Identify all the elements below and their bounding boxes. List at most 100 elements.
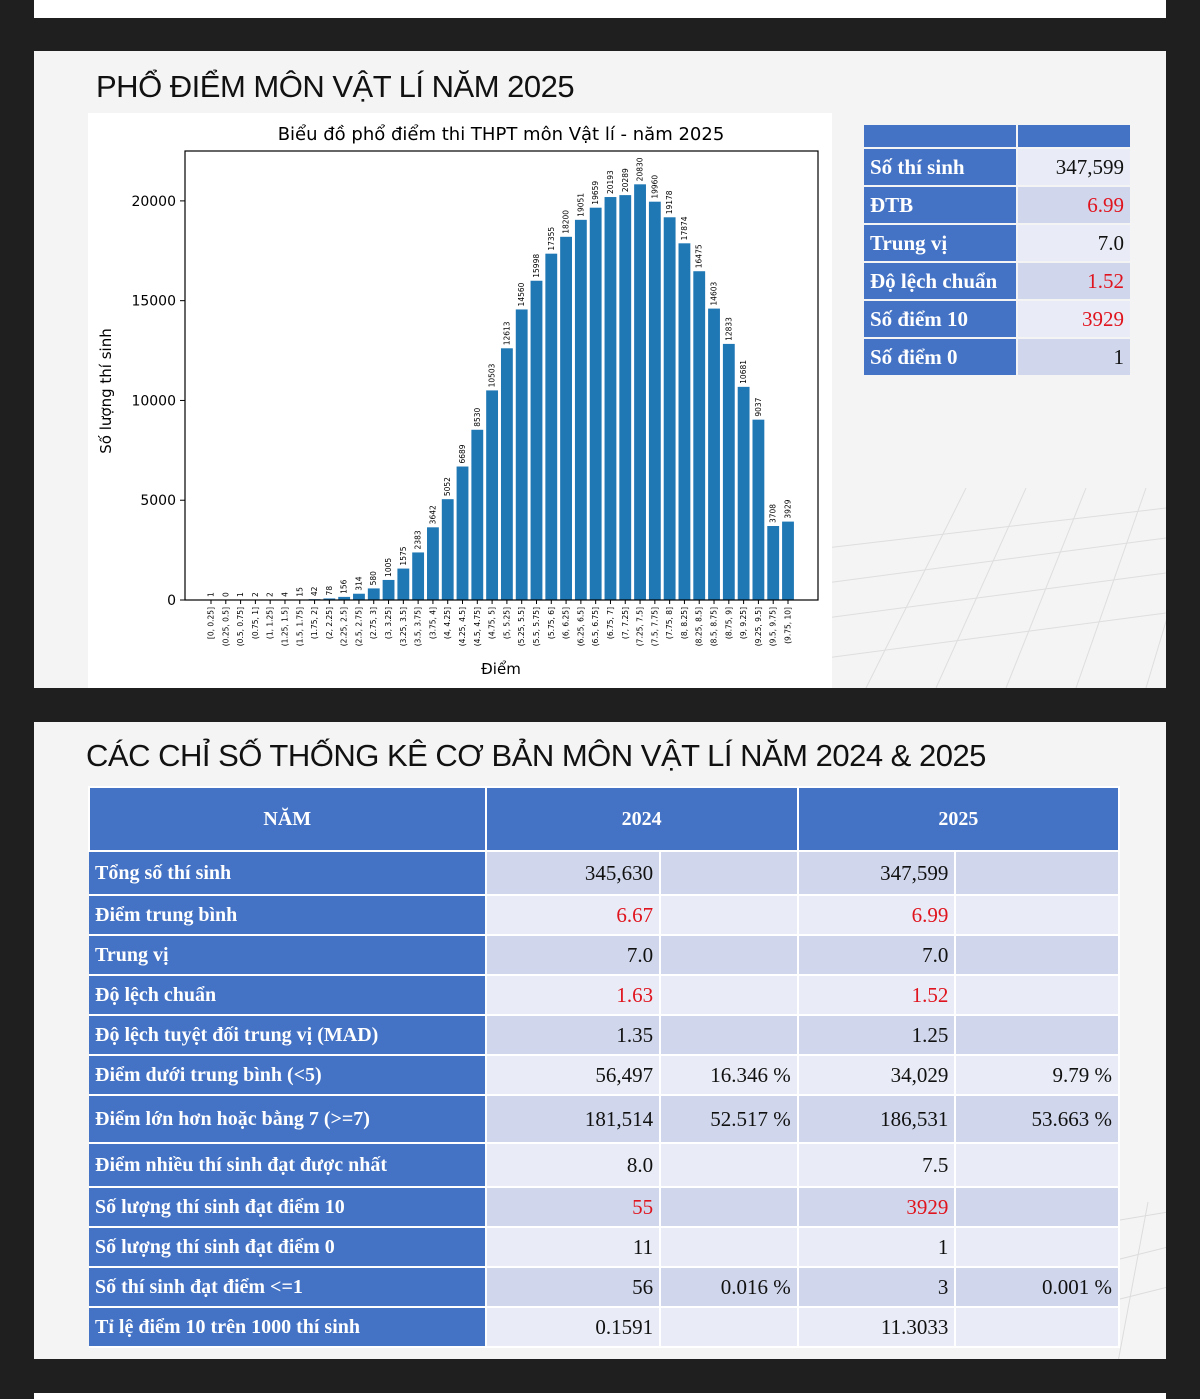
chart-data-labels: 1 0 1 2 2 4 15 42 78 156 314 5801005157523833642505… bbox=[207, 157, 793, 597]
bar-value-label: 19178 bbox=[665, 190, 674, 214]
bar bbox=[752, 419, 765, 600]
bar bbox=[560, 236, 572, 600]
row-label: Tổng số thí sinh bbox=[89, 851, 487, 896]
bar bbox=[545, 253, 558, 600]
bar-value-label: 12613 bbox=[502, 321, 511, 345]
bar bbox=[648, 201, 661, 600]
chart-x-axis-label: Điểm bbox=[481, 660, 521, 678]
bar-value-label: 16475 bbox=[695, 244, 704, 268]
y-tick-label: 10000 bbox=[131, 393, 176, 409]
percent-2024 bbox=[660, 975, 799, 1016]
x-tick-label: (8.5, 8.75] bbox=[710, 607, 719, 646]
table-row: Tổng số thí sinh 345,630 347,599 bbox=[89, 851, 1120, 896]
percent-2025: 53.663 % bbox=[955, 1095, 1120, 1144]
table-row: Điểm dưới trung bình (<5) 56,497 16.346 % 3… bbox=[89, 1055, 1120, 1096]
bar-value-label: 42 bbox=[310, 586, 319, 596]
bar-value-label: 1 bbox=[207, 592, 216, 597]
x-tick-label: (3.25, 3.5] bbox=[399, 607, 408, 646]
x-tick-label: (1.25, 1.5] bbox=[280, 607, 289, 646]
x-tick-label: (8, 8.25] bbox=[680, 607, 689, 639]
bar-value-label: 15 bbox=[295, 587, 304, 597]
x-tick-label: (4.5, 4.75] bbox=[473, 607, 482, 646]
summary-row: Trung vị 7.0 bbox=[864, 225, 1130, 261]
x-tick-label: (1.75, 2] bbox=[310, 607, 319, 639]
row-label: Số thí sinh đạt điểm <=1 bbox=[89, 1267, 487, 1308]
row-label: Tỉ lệ điểm 10 trên 1000 thí sinh bbox=[89, 1307, 487, 1348]
row-label: Số lượng thí sinh đạt điểm 10 bbox=[89, 1187, 487, 1228]
percent-2024 bbox=[660, 1307, 799, 1348]
table-row: Độ lệch chuẩn 1.63 1.52 bbox=[89, 975, 1120, 1016]
bar bbox=[782, 521, 794, 600]
bar-value-label: 8530 bbox=[473, 407, 482, 426]
value-2024: 1.63 bbox=[485, 975, 662, 1016]
value-2024: 56,497 bbox=[485, 1055, 662, 1096]
bar-value-label: 19051 bbox=[576, 193, 585, 217]
percent-2025 bbox=[955, 1227, 1120, 1268]
table-row: Điểm nhiều thí sinh đạt được nhất 8.0 7.5 bbox=[89, 1143, 1120, 1188]
bar-value-label: 17874 bbox=[680, 216, 689, 240]
row-label: Điểm nhiều thí sinh đạt được nhất bbox=[89, 1143, 487, 1188]
slide-title: CÁC CHỈ SỐ THỐNG KÊ CƠ BẢN MÔN VẬT LÍ NĂ… bbox=[86, 738, 986, 773]
value-2025: 1.25 bbox=[797, 1015, 957, 1056]
x-tick-label: (0.25, 0.5] bbox=[221, 607, 230, 646]
bar-value-label: 17355 bbox=[547, 227, 556, 251]
table-row: Điểm trung bình 6.67 6.99 bbox=[89, 895, 1120, 936]
x-tick-label: (7, 7.25] bbox=[621, 607, 630, 639]
x-tick-label: (5, 5.25] bbox=[502, 607, 511, 639]
bar bbox=[663, 217, 676, 600]
x-tick-label: (1, 1.25] bbox=[266, 607, 275, 639]
bar bbox=[500, 348, 513, 600]
x-tick-label: (5.75, 6] bbox=[547, 607, 556, 639]
summary-row: Số thí sinh 347,599 bbox=[864, 149, 1130, 185]
bar bbox=[619, 195, 632, 600]
percent-2024 bbox=[660, 1187, 799, 1228]
summary-table: Số thí sinh 347,599 ĐTB 6.99 Trung vị 7.0 Độ l… bbox=[862, 123, 1132, 377]
percent-2024 bbox=[660, 851, 799, 896]
summary-row: ĐTB 6.99 bbox=[864, 187, 1130, 223]
value-2024: 1.35 bbox=[485, 1015, 662, 1056]
bar-value-label: 18200 bbox=[562, 210, 571, 234]
bar-value-label: 15998 bbox=[532, 254, 541, 278]
summary-header-row bbox=[864, 125, 1130, 147]
value-2024: 6.67 bbox=[485, 895, 662, 936]
bar bbox=[382, 579, 395, 600]
bar bbox=[367, 588, 380, 600]
value-2025: 1.52 bbox=[797, 975, 957, 1016]
chart-x-ticks: [0, 0.25] (0.25, 0.5] (0.5, 0.75] (0.75, 1]… bbox=[207, 600, 793, 646]
summary-value: 6.99 bbox=[1018, 187, 1130, 223]
bar-value-label: 1575 bbox=[399, 546, 408, 565]
bar-value-label: 314 bbox=[354, 576, 363, 591]
x-tick-label: (4, 4.25] bbox=[443, 607, 452, 639]
bar-value-label: 3642 bbox=[428, 505, 437, 524]
value-2025: 34,029 bbox=[797, 1055, 957, 1096]
bar bbox=[693, 271, 706, 600]
bar bbox=[589, 207, 602, 600]
bar-value-label: 10503 bbox=[488, 363, 497, 387]
value-2024: 7.0 bbox=[485, 935, 662, 976]
row-label: Độ lệch tuyệt đối trung vị (MAD) bbox=[89, 1015, 487, 1056]
bar-value-label: 9037 bbox=[754, 397, 763, 416]
bar bbox=[353, 593, 365, 600]
statistics-table: NĂM 2024 2025 Tổng số thí sinh 345,630 347… bbox=[88, 786, 1121, 1348]
percent-2024: 16.346 % bbox=[660, 1055, 799, 1096]
bar bbox=[441, 499, 454, 600]
x-tick-label: (4.25, 4.5] bbox=[458, 607, 467, 646]
summary-value: 3929 bbox=[1018, 301, 1130, 337]
percent-2025 bbox=[955, 975, 1120, 1016]
next-slide-edge bbox=[34, 1393, 1166, 1399]
bar-value-label: 2 bbox=[266, 592, 275, 597]
x-tick-label: (7.25, 7.5] bbox=[636, 607, 645, 646]
row-label: Trung vị bbox=[89, 935, 487, 976]
previous-slide-edge bbox=[34, 0, 1166, 18]
x-tick-label: (6.75, 7] bbox=[606, 607, 615, 639]
bar bbox=[412, 552, 425, 600]
bar bbox=[515, 309, 528, 600]
bar-value-label: 2383 bbox=[414, 530, 423, 549]
x-tick-label: (7.75, 8] bbox=[665, 607, 674, 639]
chart-plot-frame bbox=[184, 150, 819, 601]
summary-label: Số điểm 0 bbox=[864, 339, 1016, 375]
bar-value-label: 10681 bbox=[739, 360, 748, 384]
chart-title: Biểu đồ phổ điểm thi THPT môn Vật lí - n… bbox=[278, 124, 725, 145]
bar bbox=[574, 219, 587, 600]
